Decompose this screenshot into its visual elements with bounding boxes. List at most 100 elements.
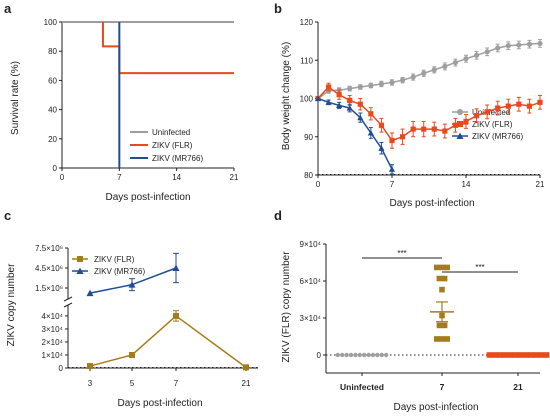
data-point [379, 352, 384, 358]
data-point [325, 84, 332, 90]
data-point [353, 352, 358, 358]
data-point [473, 113, 480, 119]
data-point [348, 352, 354, 358]
y-tick-label: 3×10⁴ [42, 325, 64, 334]
weight-line-1 [317, 86, 541, 142]
data-point [436, 275, 443, 282]
data-point [473, 52, 480, 58]
data-point [512, 352, 519, 358]
data-point [452, 122, 459, 128]
x-tick-label: 5 [130, 379, 135, 388]
weight-line-2 [317, 97, 393, 170]
b-xlabel: Days post-infection [389, 198, 474, 209]
y-tick-label: 0 [53, 164, 58, 173]
data-point [517, 352, 524, 358]
data-point [441, 275, 448, 282]
y-tick-label: 7.5×10⁶ [35, 244, 63, 253]
data-point [357, 84, 363, 90]
x-tick-label: 0 [316, 180, 321, 189]
x-tick-label: 7 [174, 379, 179, 388]
d-ylabel: ZIKV (FLR) copy number [281, 251, 292, 363]
data-point [516, 42, 522, 48]
data-point [441, 322, 448, 329]
data-point [507, 352, 513, 358]
legend-marker [77, 256, 83, 262]
data-point [502, 352, 508, 358]
data-point [399, 134, 406, 140]
y-tick-label: 0 [59, 364, 64, 373]
a-xlabel: Days post-infection [105, 192, 190, 203]
x-tick-label: 7 [390, 180, 395, 189]
data-point [528, 352, 534, 358]
data-point [347, 97, 353, 104]
data-point [484, 49, 490, 55]
weight-line-0 [317, 42, 541, 100]
x-tick-label: 21 [536, 180, 545, 189]
data-point [533, 352, 539, 358]
data-point [434, 264, 440, 271]
data-point [538, 352, 545, 358]
data-point [378, 81, 385, 87]
data-point [439, 286, 445, 293]
panel-b-body-weight-chart: Body weight change (%) Days post-infecti… [281, 18, 545, 209]
data-point [505, 103, 511, 109]
x-tick-label: 0 [60, 173, 65, 182]
legend-label: Uninfected [472, 108, 510, 117]
panel-label-d: d [274, 208, 282, 223]
data-point [421, 126, 427, 132]
legend-marker [76, 267, 84, 274]
legend-label: Uninfected [152, 128, 190, 137]
legend-marker [456, 132, 464, 139]
copy-line-0 [89, 314, 247, 368]
data-point [439, 336, 445, 342]
axis-break-mark [63, 296, 73, 302]
data-point [344, 352, 349, 358]
legend-label: ZIKV (FLR) [472, 120, 513, 129]
x-tick-label: 7 [117, 173, 122, 182]
legend-label: ZIKV (MR766) [94, 267, 145, 276]
y-tick-label: 1×10⁴ [42, 351, 64, 360]
data-point [389, 137, 395, 144]
x-tick-label: 7 [440, 382, 445, 392]
data-point [87, 363, 93, 370]
data-point [243, 364, 249, 371]
data-point [389, 79, 395, 86]
data-point [434, 336, 440, 342]
data-point [346, 104, 353, 111]
data-point [436, 322, 443, 329]
y-tick-label: 120 [300, 18, 314, 27]
c-xlabel: Days post-infection [117, 398, 202, 409]
data-point [378, 122, 385, 128]
data-point [431, 126, 437, 132]
legend-marker [457, 109, 463, 115]
x-tick-label: 21 [513, 382, 523, 392]
y-tick-label: 3×10⁴ [300, 314, 322, 323]
data-point [357, 114, 364, 121]
x-tick-label: 21 [230, 173, 239, 182]
data-point [537, 99, 543, 105]
data-point [336, 92, 342, 98]
y-tick-label: 6×10⁴ [300, 277, 322, 286]
x-tick-label: 14 [172, 173, 181, 182]
y-tick-label: 9×10⁴ [300, 240, 322, 249]
data-point [314, 95, 322, 102]
y-tick-label: 4×10⁴ [42, 312, 64, 321]
panel-d-scatter-chart: ZIKV (FLR) copy number Days post-infecti… [281, 240, 550, 413]
data-point [444, 264, 450, 271]
c-legend: ZIKV (FLR) ZIKV (MR766) [72, 255, 145, 276]
data-point [421, 70, 427, 76]
data-point [495, 105, 501, 111]
data-point [442, 63, 448, 69]
data-point [452, 59, 459, 66]
panel-label-b: b [274, 1, 282, 16]
data-point [340, 352, 345, 358]
data-point [444, 336, 450, 342]
data-point [370, 352, 376, 358]
y-tick-label: 4.5×10⁶ [35, 264, 63, 273]
data-point [362, 352, 367, 358]
data-point [129, 351, 135, 358]
data-point [388, 166, 396, 172]
y-tick-label: 80 [48, 47, 57, 56]
data-point [172, 264, 180, 271]
x-tick-label: Uninfected [340, 382, 384, 392]
